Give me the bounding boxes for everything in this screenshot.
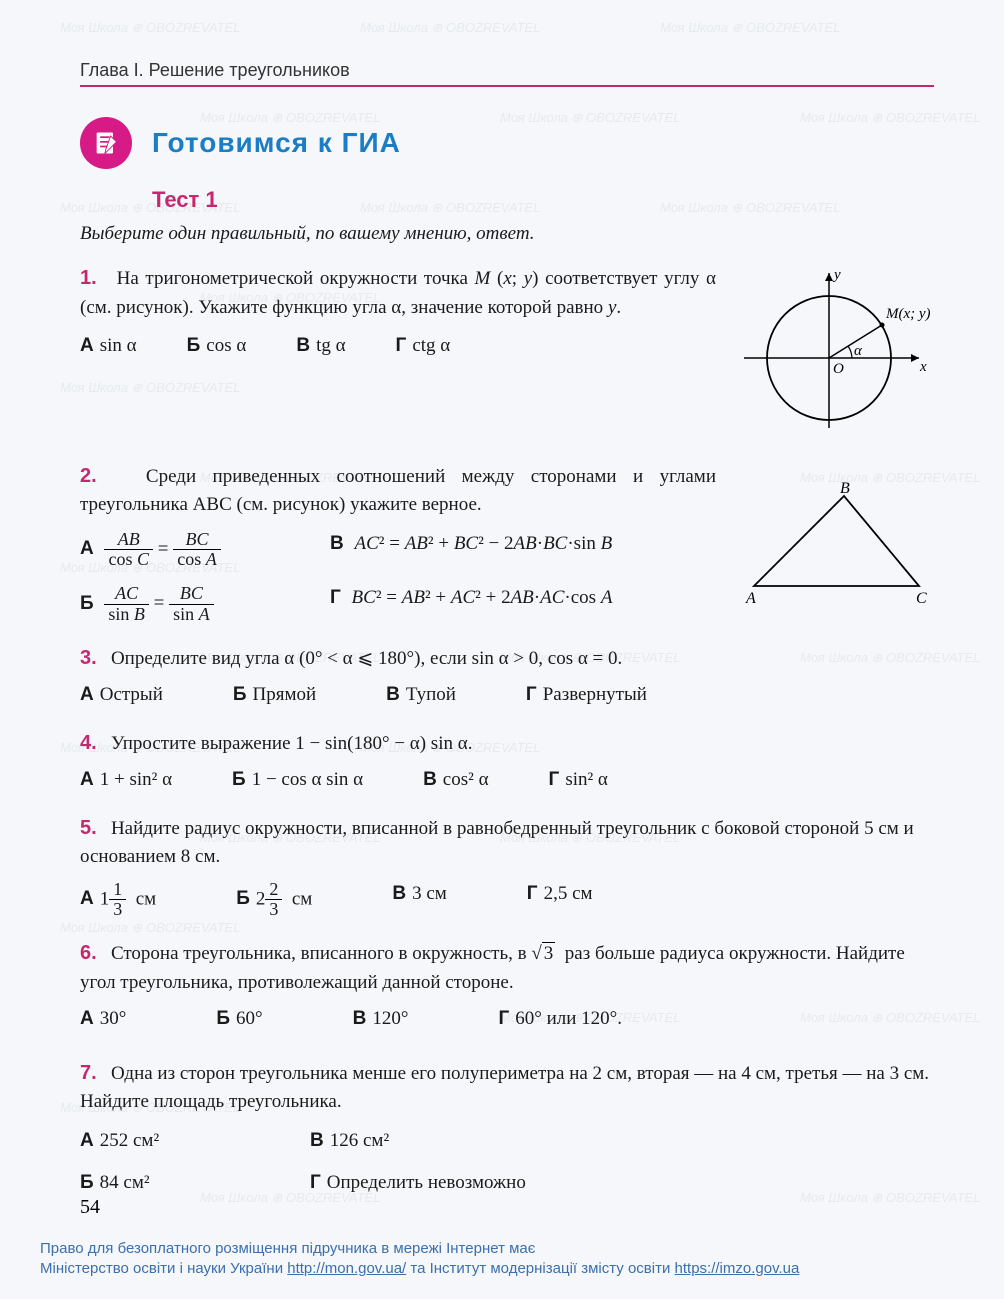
- problem-num: 6.: [80, 942, 97, 964]
- footer-link-imzo[interactable]: https://imzo.gov.ua: [675, 1260, 800, 1277]
- svg-text:B: B: [840, 481, 850, 497]
- svg-text:C: C: [916, 590, 927, 607]
- problem-5: 5. Найдите радиус окружности, вписанной …: [80, 813, 934, 921]
- problem-num: 1.: [80, 267, 97, 289]
- chapter-header: Глава I. Решение треугольников: [80, 60, 934, 87]
- svg-text:M(x; y): M(x; y): [885, 306, 931, 322]
- problem-num: 5.: [80, 817, 97, 839]
- problem-7: 7. Одна из сторон треугольника менше его…: [80, 1058, 934, 1198]
- svg-text:A: A: [745, 590, 756, 607]
- problem-num: 7.: [80, 1062, 97, 1084]
- test-label: Тест 1: [152, 187, 934, 213]
- problem-num: 3.: [80, 647, 97, 669]
- problem-4: 4. Упростите выражение 1 − sin(180° − α)…: [80, 728, 934, 795]
- notepad-icon: [80, 117, 132, 169]
- svg-text:α: α: [854, 343, 863, 359]
- figure-triangle: A B C: [734, 461, 934, 621]
- section-header: Готовимся к ГИА: [80, 117, 934, 169]
- svg-text:O: O: [833, 361, 844, 377]
- svg-text:y: y: [832, 267, 841, 283]
- figure-unit-circle: α M(x; y) O x y: [734, 263, 934, 443]
- problem-num: 4.: [80, 732, 97, 754]
- instruction: Выберите один правильный, по вашему мнен…: [80, 223, 934, 245]
- problem-3: 3. Определите вид угла α (0° < α ⩽ 180°)…: [80, 643, 934, 710]
- svg-text:x: x: [919, 359, 927, 375]
- problem-6: 6. Сторона треугольника, вписанного в ок…: [80, 938, 934, 1034]
- problem-num: 2.: [80, 465, 97, 487]
- problem-1: 1. На тригонометрической окружности точк…: [80, 263, 934, 443]
- problem-2: 2. Среди приведенных соотношений между с…: [80, 461, 934, 625]
- footer-link-mon[interactable]: http://mon.gov.ua/: [287, 1260, 406, 1277]
- section-title: Готовимся к ГИА: [152, 127, 401, 159]
